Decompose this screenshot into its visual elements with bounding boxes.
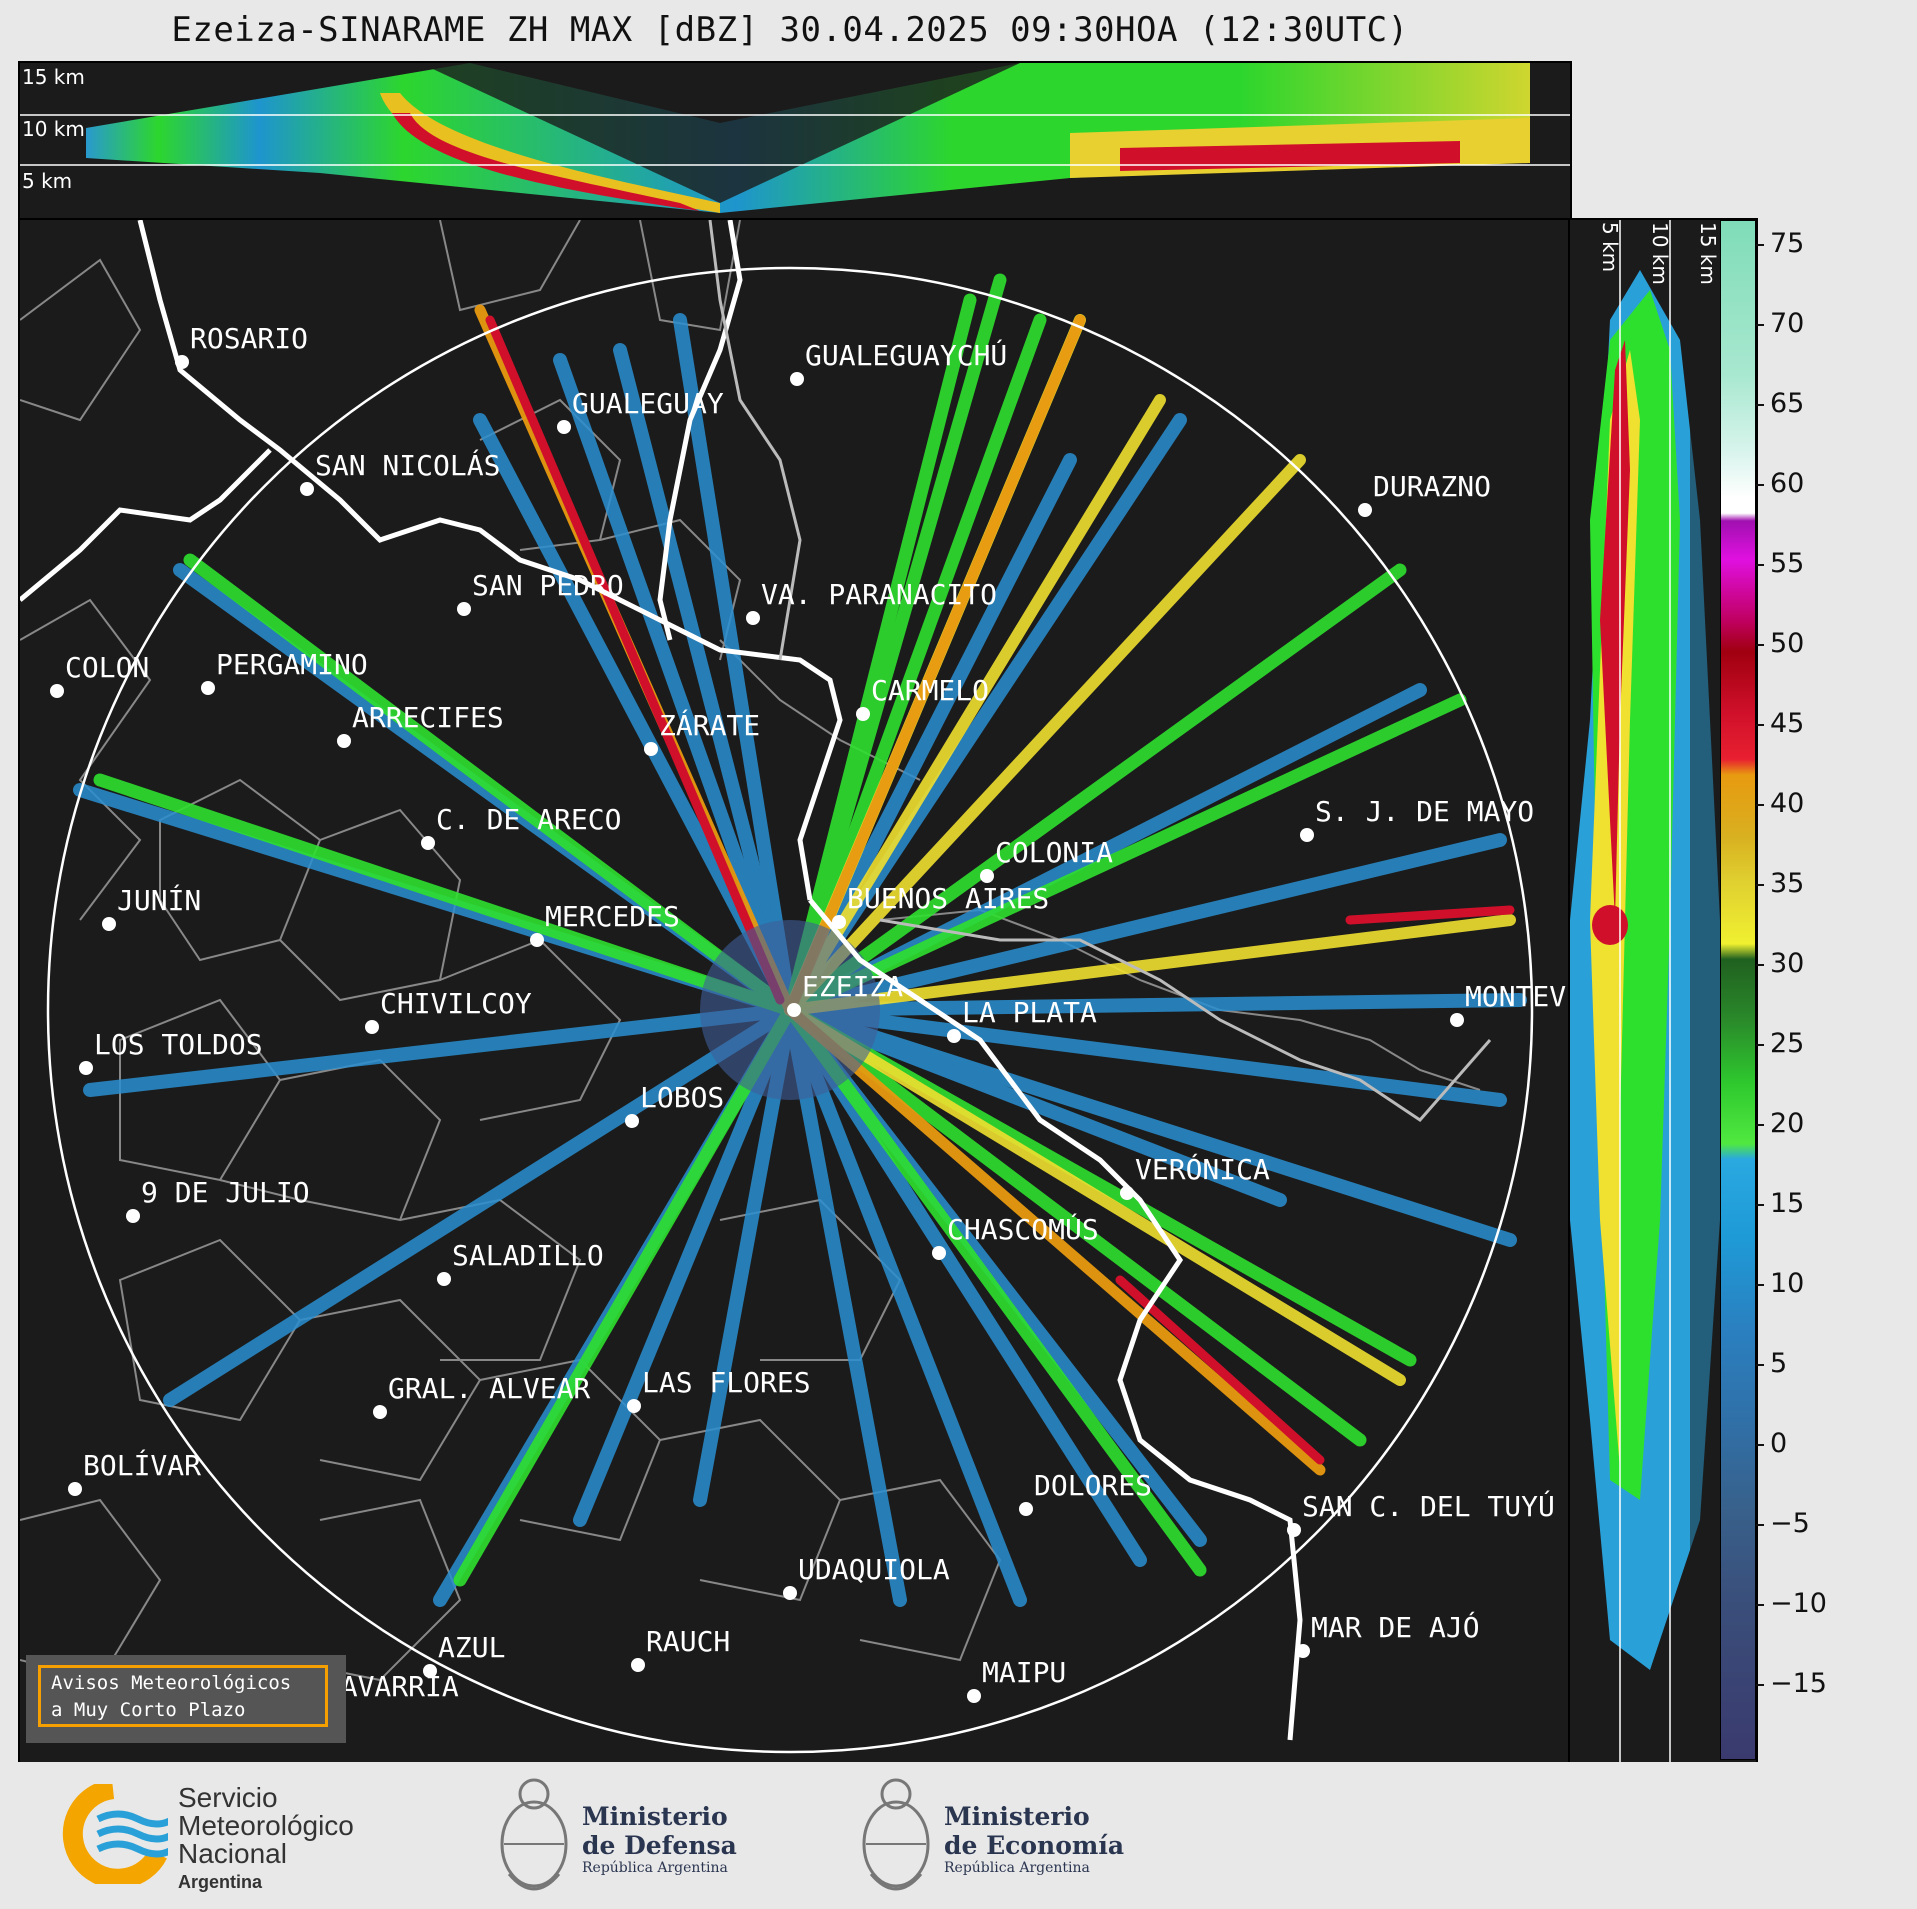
city-label: CHIVILCOY [380,987,532,1020]
dbz-colorbar [1720,220,1756,1760]
city-label: LOS TOLDOS [94,1028,263,1061]
economia-line-3: República Argentina [944,1860,1090,1876]
chart-title: Ezeiza-SINARAME ZH MAX [dBZ] 30.04.2025 … [171,10,1409,50]
city-label: CHASCOMÚS [947,1213,1099,1246]
city-label: ROSARIO [190,322,309,355]
side-profile-graphic [1570,220,1720,1762]
colorbar-tick: −5 [1756,1508,1810,1539]
colorbar-tick: 5 [1756,1348,1787,1379]
colorbar-tick: 15 [1756,1188,1804,1219]
colorbar-tick: 40 [1756,788,1804,819]
colorbar-tick: −15 [1756,1668,1827,1699]
colorbar-tick: 50 [1756,628,1804,659]
colorbar-tick: 35 [1756,868,1804,899]
city-label: VERÓNICA [1135,1153,1270,1186]
city-label: MERCEDES [545,900,680,933]
height-label-5km: 5 km [22,169,73,193]
city-label: LAS FLORES [642,1366,811,1399]
city-label: LOBOS [640,1081,725,1114]
warning-notice: Avisos Meteorológicos a Muy Corto Plazo [26,1655,346,1743]
city-label: MONTEV [1465,980,1567,1013]
defensa-logo-text: Ministerio de Defensa República Argentin… [582,1802,737,1876]
defensa-line-2: de Defensa [582,1831,737,1860]
economia-logo-text: Ministerio de Economía República Argenti… [944,1802,1124,1876]
economia-line-2: de Economía [944,1831,1125,1860]
city-label: JUNÍN [117,884,202,917]
city-label: GUALEGUAY [572,387,724,420]
colorbar-tick: 30 [1756,948,1804,979]
smn-line-4: Argentina [178,1872,263,1892]
city-label: RAUCH [646,1625,731,1658]
city-label: COLONIA [995,836,1114,869]
range-ring [46,266,1534,1754]
city-label: SAN C. DEL TUYÚ [1302,1490,1555,1523]
city-label: DOLORES [1034,1469,1153,1502]
city-label: LA PLATA [962,996,1097,1029]
city-label: MAR DE AJÓ [1311,1611,1480,1644]
colorbar-tick: 10 [1756,1268,1804,1299]
colorbar-tick: 45 [1756,708,1804,739]
colorbar-tick: 20 [1756,1108,1804,1139]
height-label-10km: 10 km [1648,222,1672,285]
colorbar-tick: 0 [1756,1428,1787,1459]
warning-notice-frame: Avisos Meteorológicos a Muy Corto Plazo [38,1665,328,1727]
defensa-line-3: República Argentina [582,1860,728,1876]
height-label-15km: 15 km [22,65,85,89]
rivers-coastline [20,220,1303,1741]
city-label: S. J. DE MAYO [1315,795,1535,828]
colorbar-tick: 75 [1756,228,1804,259]
city-label: PERGAMINO [216,648,368,681]
colorbar-tick: 65 [1756,388,1804,419]
city-label: ZÁRATE [659,709,761,742]
city-label: COLON [65,651,150,684]
city-label: EZEIZA [802,970,904,1003]
city-label: CARMELO [871,674,990,707]
height-label-5km: 5 km [1598,222,1622,273]
city-label: SAN NICOLÁS [315,449,501,482]
city-label: BOLÍVAR [83,1449,202,1482]
city-label: AZUL [438,1631,506,1664]
city-label: GRAL. ALVEAR [388,1372,591,1405]
city-label: BUENOS AIRES [847,882,1050,915]
reflectivity-rays [73,273,1527,1607]
city-label: DURAZNO [1373,470,1492,503]
height-label-15km: 15 km [1696,222,1720,285]
smn-line-3: Nacional [178,1838,287,1869]
colorbar-tick: 60 [1756,468,1804,499]
colorbar-tick: 25 [1756,1028,1804,1059]
height-label-10km: 10 km [22,117,85,141]
top-profile-graphic [20,63,1570,213]
defensa-line-1: Ministerio [582,1802,728,1831]
footer: Servicio Meteorológico Nacional Argentin… [0,1762,1917,1909]
city-label: VA. PARANACITO [761,578,998,611]
city-label: GUALEGUAYCHÚ [805,339,1008,372]
city-label: 9 DE JULIO [141,1176,310,1209]
city-label: ARRECIFES [352,701,504,734]
warning-line-2: a Muy Corto Plazo [51,1699,246,1721]
smn-line-2: Meteorológico [178,1810,354,1841]
city-label: C. DE ARECO [436,803,622,836]
smn-line-1: Servicio [178,1782,278,1813]
top-height-profile: 15 km 10 km 5 km [18,61,1572,221]
city-label: UDAQUIOLA [798,1553,950,1586]
colorbar-tick: 70 [1756,308,1804,339]
city-label: MAIPU [982,1656,1067,1689]
smn-logo-text: Servicio Meteorológico Nacional Argentin… [178,1784,354,1896]
radar-map: ROSARIO GUALEGUAYCHÚ GUALEGUAY SAN NICOL… [18,218,1572,1764]
radar-map-graphic [20,220,1534,1754]
uruguay-coast [708,220,1492,1122]
city-label: SALADILLO [452,1239,604,1272]
warning-line-1: Avisos Meteorológicos [51,1672,292,1694]
colorbar-tick: 55 [1756,548,1804,579]
colorbar-tick: −10 [1756,1588,1827,1619]
city-label: SAN PEDRO [472,569,624,602]
economia-line-1: Ministerio [944,1802,1090,1831]
